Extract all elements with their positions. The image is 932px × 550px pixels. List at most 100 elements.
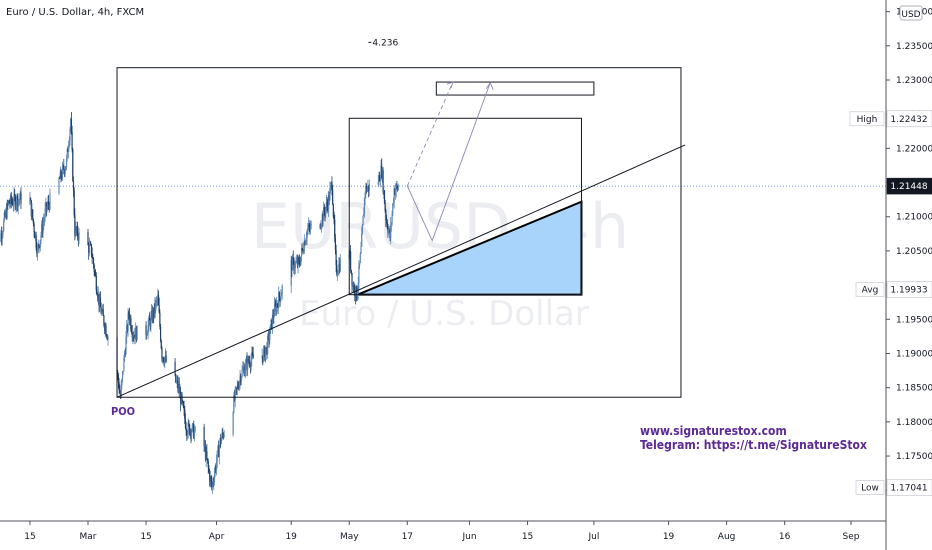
- candle: [177, 375, 179, 393]
- candle: [242, 361, 245, 373]
- candle-body: [39, 240, 41, 247]
- candle-body: [250, 359, 252, 368]
- candle-body: [175, 381, 178, 383]
- candle: [240, 375, 243, 385]
- candle: [155, 300, 157, 314]
- candle-body: [34, 235, 37, 239]
- candle: [61, 161, 64, 182]
- candle: [95, 272, 97, 294]
- candle: [187, 418, 189, 439]
- candle-body: [46, 206, 48, 210]
- candle-body: [41, 224, 43, 235]
- candle: [128, 310, 130, 320]
- candle-body: [269, 334, 271, 341]
- candle-body: [299, 263, 301, 265]
- time-tick-label: 15: [24, 532, 35, 542]
- candle-body: [77, 226, 79, 237]
- candle: [191, 428, 193, 442]
- candle-body: [279, 297, 281, 301]
- candle-body: [0, 233, 2, 242]
- avg-price-label-tag-bg: [855, 282, 885, 297]
- candle: [41, 217, 43, 238]
- candle-body: [123, 357, 125, 372]
- candle-body: [74, 226, 77, 236]
- candle: [223, 429, 225, 438]
- outer-range-box[interactable]: [116, 67, 682, 398]
- candle-body: [218, 446, 220, 458]
- candle-body: [356, 286, 358, 300]
- candle: [359, 252, 361, 264]
- candle-body: [281, 285, 283, 294]
- candle-body: [31, 209, 33, 217]
- candle: [103, 314, 105, 328]
- candle-body: [107, 337, 109, 340]
- candle: [46, 201, 48, 213]
- candle-body: [271, 315, 274, 329]
- candle: [131, 324, 133, 342]
- candle-body: [72, 149, 74, 181]
- candle-body: [397, 187, 399, 190]
- candle: [222, 427, 224, 439]
- candle-body: [361, 233, 363, 247]
- candle: [363, 197, 366, 218]
- candle: [385, 214, 388, 225]
- candle-body: [331, 182, 333, 190]
- projection-dashed-path[interactable]: [406, 81, 454, 187]
- candle: [13, 186, 15, 211]
- candle-body: [215, 461, 218, 470]
- candle: [129, 315, 131, 326]
- candle: [244, 365, 246, 377]
- candle-body: [91, 254, 93, 258]
- time-axis[interactable]: 15 Mar 15 Apr 19 May 17 Jun 15 Jul 19 Aug 16 Sep: [24, 521, 860, 542]
- candle: [68, 140, 70, 159]
- candle: [35, 231, 37, 251]
- candle-body: [379, 175, 381, 182]
- candle: [74, 208, 76, 241]
- candle: [268, 329, 270, 348]
- candle-body: [45, 202, 48, 210]
- candle: [381, 167, 384, 184]
- candle: [245, 355, 247, 363]
- currency-badge[interactable]: USD: [901, 10, 920, 20]
- candle: [157, 288, 159, 306]
- candle-body: [222, 434, 225, 437]
- time-tick-label: Aug: [718, 532, 736, 542]
- candle: [121, 378, 123, 390]
- candle-body: [40, 234, 42, 241]
- candle: [220, 433, 222, 448]
- candle: [63, 158, 65, 175]
- projection-path[interactable]: [406, 82, 491, 242]
- candle-body: [324, 211, 326, 215]
- candle-body: [354, 286, 356, 296]
- currency-badge-bg: [899, 5, 923, 21]
- candle-body: [150, 310, 153, 316]
- candle: [18, 193, 20, 205]
- candle-body: [164, 355, 167, 360]
- candle-body: [117, 374, 120, 383]
- time-tick-label: 19: [285, 532, 297, 542]
- candle-body: [127, 313, 129, 331]
- candle-body: [121, 379, 123, 386]
- candle-body: [249, 365, 252, 368]
- candle-body: [240, 376, 242, 382]
- avg-price-label: Avg 1.19933: [855, 281, 932, 298]
- candle-body: [350, 251, 352, 270]
- candle-body: [359, 262, 361, 266]
- telegram-note: Telegram: https://t.me/SignatureStox: [640, 438, 867, 452]
- inner-range-box[interactable]: [348, 117, 582, 296]
- candle-body: [274, 304, 276, 305]
- candle: [17, 199, 19, 215]
- price-axis[interactable]: 1.240001.235001.230001.225001.220001.215…: [886, 8, 932, 497]
- chart-title: Euro / U.S. Dollar, 4h, FXCM: [6, 7, 144, 18]
- candle: [59, 166, 61, 179]
- candle: [9, 198, 11, 209]
- candle: [30, 200, 32, 221]
- candle: [208, 465, 210, 473]
- candle-body: [363, 214, 365, 216]
- candle-body: [394, 189, 396, 195]
- target-box[interactable]: [435, 81, 595, 96]
- candle: [146, 330, 149, 336]
- trend-line[interactable]: [116, 144, 686, 398]
- candle-body: [387, 227, 389, 233]
